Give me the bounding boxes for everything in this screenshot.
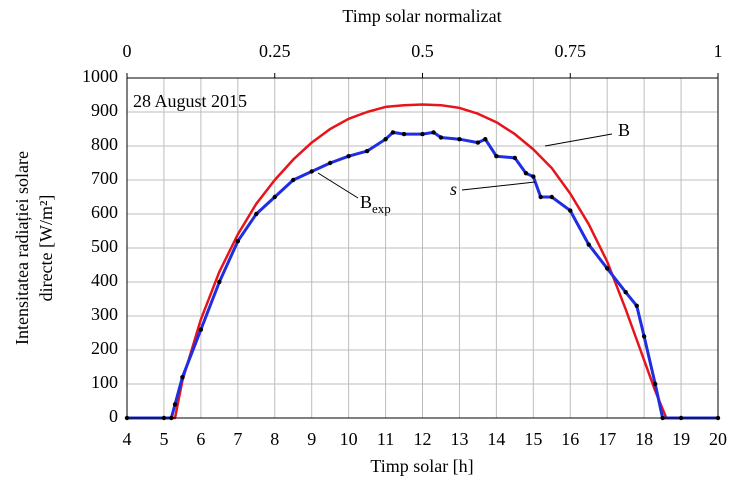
data-point	[604, 266, 610, 271]
data-point	[383, 137, 388, 142]
data-point	[254, 211, 259, 217]
data-point	[568, 208, 573, 213]
x-axis-label: Timp solar [h]	[370, 456, 473, 476]
series-line	[127, 130, 718, 420]
data-point	[483, 137, 488, 142]
x-tick-label: 9	[307, 429, 316, 449]
data-point	[538, 194, 543, 200]
data-point	[641, 334, 647, 339]
y-tick-label: 300	[91, 304, 118, 324]
data-point	[431, 130, 436, 135]
leader-line	[461, 181, 536, 191]
y-tick-label: 100	[91, 372, 118, 392]
plot-frame	[126, 77, 719, 419]
data-point	[457, 137, 462, 142]
x-tick-label: 8	[270, 429, 279, 449]
y-tick-label: 200	[91, 338, 118, 358]
data-point	[634, 303, 639, 308]
data-point	[653, 381, 658, 387]
data-point	[438, 135, 444, 140]
y-axis-label: directe [W/m²]	[36, 195, 56, 302]
annotation-main: B	[360, 192, 372, 212]
x-tick-label: 4	[123, 429, 132, 449]
x-tick-label: 18	[635, 429, 653, 449]
x-tick-label: 13	[450, 429, 468, 449]
x-tick-label: 16	[561, 429, 579, 449]
y-tick-label: 0	[109, 406, 118, 426]
data-point	[494, 154, 499, 159]
series-line	[127, 103, 718, 420]
x2-axis-label: Timp solar normalizat	[342, 6, 501, 26]
y-tick-label: 500	[91, 236, 118, 256]
series-annotation: B	[618, 120, 630, 140]
x-tick-label: 7	[233, 429, 242, 449]
data-point	[291, 177, 296, 183]
y-tick-label: 800	[91, 134, 118, 154]
data-point	[364, 148, 370, 154]
data-point	[586, 242, 591, 247]
series-annotation: Bexp	[360, 192, 391, 216]
y-tick-label: 600	[91, 202, 118, 222]
data-point	[235, 239, 241, 244]
data-point	[172, 402, 178, 407]
data-point	[549, 194, 554, 200]
data-point	[512, 155, 518, 161]
x-tick-label: 10	[340, 429, 358, 449]
y-tick-label: 700	[91, 168, 118, 188]
data-point	[346, 154, 351, 159]
data-point	[309, 169, 314, 174]
annotation-sub: exp	[372, 201, 391, 216]
data-point	[420, 131, 425, 137]
x-tick-label: 17	[598, 429, 616, 449]
x-tick-label: 15	[524, 429, 542, 449]
x-tick-label: 19	[672, 429, 690, 449]
x-tick-label: 12	[414, 429, 432, 449]
data-point	[475, 140, 481, 145]
data-point	[217, 279, 222, 285]
data-point	[623, 290, 628, 295]
x-tick-label: 14	[487, 429, 505, 449]
date-annotation: 28 August 2015	[133, 91, 247, 111]
data-point	[401, 131, 407, 137]
x2-tick-label: 0.75	[555, 41, 587, 61]
x-tick-label: 5	[159, 429, 168, 449]
data-point	[531, 174, 536, 179]
x2-tick-label: 1	[714, 41, 723, 61]
data-point	[523, 171, 529, 176]
leader-line	[317, 172, 359, 199]
data-point	[327, 160, 333, 166]
y-tick-label: 1000	[82, 66, 118, 86]
x-tick-label: 20	[709, 429, 727, 449]
x2-tick-label: 0.5	[411, 41, 434, 61]
y-tick-label: 400	[91, 270, 118, 290]
x2-tick-label: 0.25	[259, 41, 291, 61]
data-point	[198, 327, 204, 332]
x-tick-label: 11	[377, 429, 394, 449]
leader-line	[544, 133, 613, 147]
x2-tick-label: 0	[123, 41, 132, 61]
data-point	[390, 130, 396, 135]
s-annotation: s	[450, 179, 457, 199]
y-tick-label: 900	[91, 100, 118, 120]
data-point	[180, 375, 185, 380]
x-tick-label: 6	[196, 429, 205, 449]
y-axis-label: Intensitatea radiației solare	[12, 151, 32, 345]
data-point	[272, 194, 277, 200]
